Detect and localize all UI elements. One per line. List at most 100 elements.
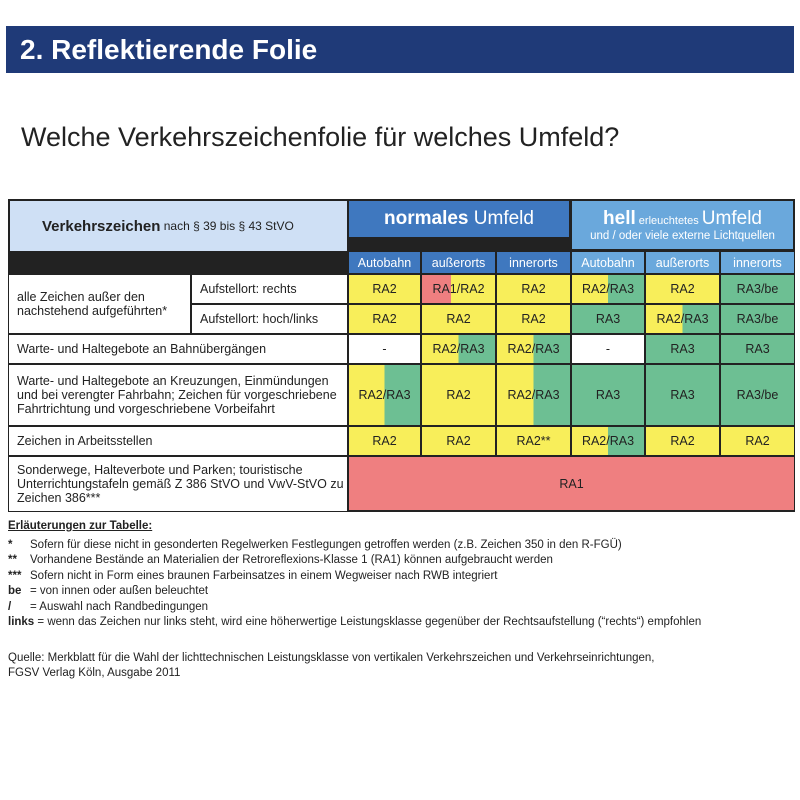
cell-value: RA2/RA3 <box>432 342 485 356</box>
row-sublabel: Aufstellort: hoch/links <box>192 305 347 333</box>
note-text: Sofern nicht in Form eines braunen Farbe… <box>30 569 498 582</box>
note-key: links <box>8 616 35 628</box>
note-item: *** Sofern nicht in Form eines braunen Fa… <box>8 569 701 585</box>
note-item: links = wenn das Zeichen nur links steht… <box>8 615 701 631</box>
cell-value: RA2 <box>670 282 695 296</box>
cell-value: RA3/be <box>736 388 779 402</box>
note-item: be = von innen oder außen beleuchtet <box>8 584 701 600</box>
cell: RA3/be <box>721 305 794 333</box>
source-line: FGSV Verlag Köln, Ausgabe 2011 <box>8 667 181 679</box>
cell: RA2/RA3 <box>349 365 420 425</box>
cell: RA2/RA3 <box>497 365 570 425</box>
source: Quelle: Merkblatt für die Wahl der licht… <box>8 651 654 681</box>
note-text: = von innen oder außen beleuchtet <box>30 585 209 597</box>
cell: RA2/RA3 <box>572 427 644 455</box>
header-bright-environment: hell erleuchtetes Umfeld und / oder viel… <box>572 201 793 249</box>
header-traffic-signs: Verkehrszeichen nach § 39 bis § 43 StVO <box>10 201 347 251</box>
note-text: = wenn das Zeichen nur links steht, wird… <box>34 616 702 628</box>
reflective-film-table: Verkehrszeichen nach § 39 bis § 43 StVO … <box>8 199 795 512</box>
cell: RA2 <box>497 305 570 333</box>
cell: RA2/RA3 <box>572 275 644 303</box>
cell: RA3 <box>646 365 719 425</box>
cell: RA3 <box>721 335 794 363</box>
cell-value: RA1 <box>559 476 584 491</box>
cell-value: RA2** <box>516 434 551 448</box>
cell: RA3 <box>646 335 719 363</box>
cell-value: RA3/be <box>736 282 779 296</box>
cell: RA2** <box>497 427 570 455</box>
bright-rest: Umfeld <box>701 208 762 229</box>
cell: RA3 <box>572 365 644 425</box>
cell: RA2 <box>349 305 420 333</box>
cell-merged: RA1 <box>349 457 794 510</box>
cell-value: RA2 <box>446 434 471 448</box>
header-bold: Verkehrszeichen <box>42 217 161 235</box>
normal-bold: normales <box>384 208 469 229</box>
cell: RA2 <box>422 305 495 333</box>
subcolumn-header: Autobahn <box>572 252 644 273</box>
cell-value: RA3 <box>670 342 695 356</box>
cell: RA2 <box>422 365 495 425</box>
row-label: alle Zeichen außer den nachstehend aufge… <box>9 275 190 333</box>
cell-value: RA2 <box>521 282 546 296</box>
cell: RA2/RA3 <box>646 305 719 333</box>
cell-value: RA2 <box>446 312 471 326</box>
notes: Erläuterungen zur Tabelle: * Sofern für d… <box>8 519 701 631</box>
row-label: Warte- und Haltegebote an Kreuzungen, Ei… <box>9 365 347 425</box>
cell-value: RA2/RA3 <box>507 342 560 356</box>
cell: RA2 <box>349 275 420 303</box>
cell: RA3 <box>572 305 644 333</box>
cell-value: RA2/RA3 <box>656 312 709 326</box>
question-heading: Welche Verkehrszeichenfolie für welches … <box>21 122 620 152</box>
subcolumn-header: Autobahn <box>349 252 420 273</box>
header-normal-environment: normales Umfeld <box>349 201 569 237</box>
note-text: = Auswahl nach Randbedingungen <box>30 600 209 613</box>
note-text: Vorhandene Bestände an Materialien der R… <box>30 554 553 566</box>
cell-value: RA2/RA3 <box>358 388 411 402</box>
cell-value: RA3 <box>595 388 621 402</box>
cell-value: - <box>382 342 387 356</box>
cell-value: RA2 <box>372 312 397 326</box>
cell: RA3/be <box>721 365 794 425</box>
note-item: ** Vorhandene Bestände an Materialien der… <box>8 553 701 569</box>
note-item: * Sofern für diese nicht in gesonderten R… <box>8 538 701 554</box>
cell: RA2 <box>349 427 420 455</box>
note-item: / = Auswahl nach Randbedingungen <box>8 600 701 616</box>
cell: RA2 <box>497 275 570 303</box>
header-rest: nach § 39 bis § 43 StVO <box>160 219 294 233</box>
bright-subtitle: und / oder viele externe Lichtquellen <box>590 230 775 242</box>
row-label: Warte- und Haltegebote an Bahnübergängen <box>9 335 347 363</box>
cell-value: RA2 <box>521 312 546 326</box>
cell-value: - <box>605 342 611 356</box>
cell-value: RA2/RA3 <box>581 434 635 448</box>
note-key: ** <box>8 554 17 566</box>
cell-value: RA1/RA2 <box>432 282 485 296</box>
row-sublabel: Aufstellort: rechts <box>192 275 347 303</box>
cell-value: RA2 <box>372 434 397 448</box>
cell: RA2 <box>646 427 719 455</box>
cell: RA2 <box>422 427 495 455</box>
bright-small: erleuchtetes <box>635 215 702 227</box>
cell: - <box>349 335 420 363</box>
cell-value: RA2/RA3 <box>581 282 635 296</box>
note-key: *** <box>8 569 22 582</box>
cell-value: RA2 <box>372 282 397 296</box>
cell: RA1/RA2 <box>422 275 495 303</box>
cell-value: RA3 <box>670 388 695 402</box>
subcolumn-header: außerorts <box>422 252 495 273</box>
cell-value: RA2 <box>670 434 695 448</box>
note-key: / <box>8 600 12 613</box>
cell-value: RA2 <box>745 434 770 448</box>
note-text: Sofern für diese nicht in gesonderten Re… <box>30 538 622 551</box>
notes-heading: Erläuterungen zur Tabelle: <box>8 520 153 532</box>
cell-value: RA3 <box>745 342 770 356</box>
cell: - <box>572 335 644 363</box>
cell-value: RA2/RA3 <box>507 388 560 402</box>
cell-value: RA2 <box>446 388 471 402</box>
cell-value: RA3/be <box>736 312 779 326</box>
subcolumn-header: außerorts <box>646 252 719 273</box>
normal-rest: Umfeld <box>468 208 534 229</box>
cell: RA2 <box>646 275 719 303</box>
row-label: Zeichen in Arbeitsstellen <box>9 427 347 455</box>
bright-bold: hell <box>603 208 636 229</box>
